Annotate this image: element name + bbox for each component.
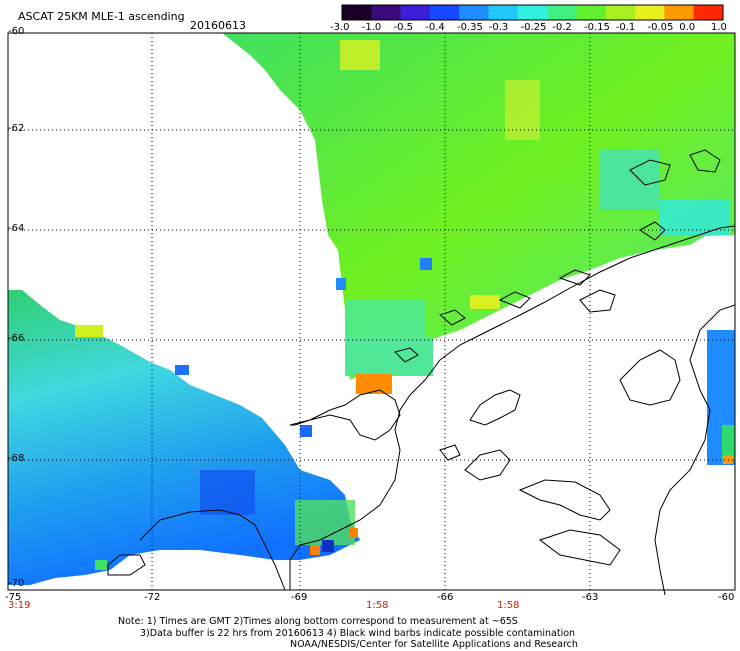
colorbar-swatch [664, 5, 695, 20]
graticule [8, 33, 735, 590]
colorbar-label: 0.0 [679, 22, 696, 33]
note-line-1: Note: 1) Times are GMT 2)Times along bot… [118, 616, 518, 627]
colorbar-label: -0.2 [552, 22, 572, 33]
lat-label: -60 [8, 26, 25, 37]
colorbar-swatch [547, 5, 577, 20]
colorbar-label: -0.3 [488, 22, 509, 33]
colorbar-label: -0.4 [425, 22, 445, 33]
colorbar-label: -3.0 [330, 22, 350, 33]
colorbar-label: -0.35 [457, 22, 483, 33]
colorbar-swatch [576, 5, 607, 20]
time-label: 3:19 [8, 600, 31, 611]
colorbar-swatch [342, 5, 372, 20]
green-patch [295, 500, 355, 545]
orange-cell [356, 374, 392, 394]
colorbar-frame [341, 4, 724, 21]
swath-west [8, 290, 360, 585]
note-line-3: NOAA/NESDIS/Center for Satellite Applica… [290, 639, 578, 650]
map-title: ASCAT 25KM MLE-1 ascending [18, 10, 185, 23]
colorbar-swatch [517, 5, 548, 20]
swath-east [222, 33, 735, 380]
orange-cell [310, 545, 320, 555]
hotspot [505, 80, 540, 140]
blue-patch [200, 470, 255, 515]
colorbar-swatch [605, 5, 636, 20]
colorbar-swatch [459, 5, 490, 20]
lat-label: -66 [8, 333, 25, 344]
lon-label: -60 [718, 592, 735, 603]
swath-strip [345, 338, 433, 376]
note-line-2: 3)Data buffer is 22 hrs from 20160613 4)… [140, 628, 576, 639]
lat-label: -64 [8, 223, 25, 234]
lat-label: -70 [8, 578, 25, 589]
lat-label: -68 [8, 453, 25, 464]
cyan-patch [345, 300, 425, 340]
colorbar-swatch [635, 5, 665, 20]
time-label: 1:58 [366, 600, 389, 611]
cyan-patch [660, 200, 730, 235]
time-label: 1:58 [497, 600, 520, 611]
colorbar [341, 4, 724, 21]
colorbar-label: -0.15 [584, 22, 610, 33]
colorbar-label: 1.0 [711, 22, 727, 33]
green-patch [95, 560, 107, 570]
orange-cell [350, 528, 358, 538]
blue-patch [336, 278, 346, 290]
blue-patch [420, 258, 432, 270]
lon-label: -69 [291, 592, 308, 603]
colorbar-swatch [429, 5, 460, 20]
lat-label: -62 [8, 123, 25, 134]
colorbar-swatch [400, 5, 431, 20]
lon-label: -75 [5, 592, 22, 603]
colorbar-label: -1.0 [361, 22, 382, 33]
blue-patch [175, 365, 189, 375]
lon-label: -72 [144, 592, 161, 603]
colorbar-label: -0.05 [647, 22, 674, 33]
colorbar-label: -0.1 [615, 22, 636, 33]
colorbar-swatch [693, 5, 724, 20]
colorbar-label: -0.5 [393, 22, 414, 33]
blue-patch [322, 540, 334, 552]
colorbar-swatch [371, 5, 402, 20]
blue-patch [300, 425, 312, 437]
map-date: 20160613 [190, 19, 246, 32]
plot-frame [7, 32, 736, 591]
coastline [107, 149, 736, 596]
lon-label: -63 [582, 592, 599, 603]
cyan-patch [600, 150, 660, 210]
hotspot [470, 295, 500, 309]
hotspot [75, 325, 103, 337]
colorbar-label: -0.25 [520, 22, 547, 33]
swath-edge-strip [722, 425, 735, 460]
hotspot [340, 40, 380, 70]
colorbar-swatch [488, 5, 519, 20]
lon-label: -66 [437, 592, 454, 603]
